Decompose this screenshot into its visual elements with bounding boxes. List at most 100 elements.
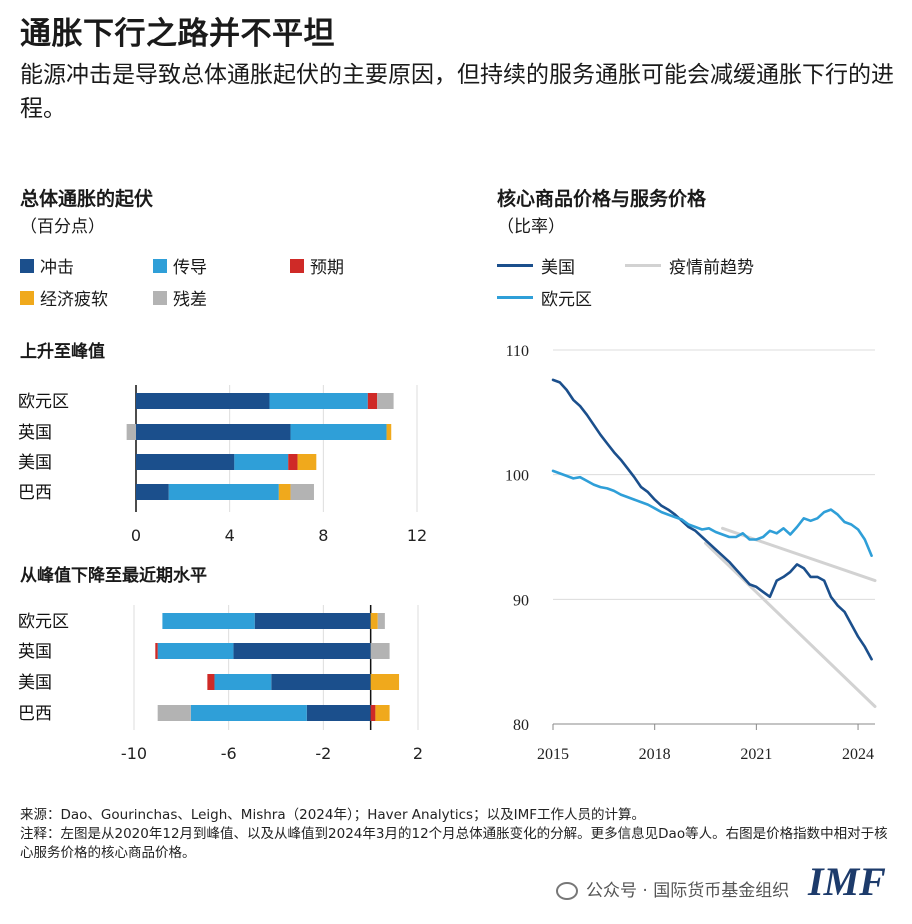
legend-label-passthrough: 传导: [173, 258, 207, 278]
imf-logo: IMF: [808, 859, 886, 904]
legend-item-shock: 冲击: [20, 253, 74, 278]
legend-label-residual: 残差: [173, 290, 207, 310]
legend-line-us: [497, 264, 533, 267]
bar-segment-passthrough: [162, 613, 255, 629]
legend-swatch-expectations: [290, 258, 304, 273]
x-tick-label: 0: [131, 526, 141, 545]
category-label: 英国: [18, 642, 52, 662]
bar-segment-expectations: [288, 454, 298, 470]
legend-label-us: 美国: [541, 258, 575, 278]
x-tick-label: 12: [407, 526, 427, 545]
legend-item-euro: 欧元区: [497, 285, 592, 310]
legend-label-euro: 欧元区: [541, 290, 592, 310]
legend-line-euro: [497, 296, 533, 299]
category-label: 欧元区: [18, 392, 69, 412]
bar-segment-residual: [377, 613, 385, 629]
watermark-text: 公众号 · 国际货币基金组织: [586, 881, 790, 901]
legend-label-slack: 经济疲软: [40, 290, 108, 310]
y-tick-label: 80: [513, 717, 529, 734]
y-tick-label: 100: [505, 468, 529, 485]
bar-segment-slack: [370, 613, 378, 629]
wechat-icon: [556, 882, 578, 900]
bar-segment-shock: [254, 613, 371, 629]
x-tick-label: 2018: [639, 746, 671, 763]
bar-segment-residual: [370, 643, 390, 659]
legend-swatch-shock: [20, 258, 34, 273]
legend-item-slack: 经济疲软: [20, 285, 108, 310]
footer-source: 来源：Dao、Gourinchas、Leigh、Mishra（2024年）；Ha…: [20, 807, 645, 823]
bar-segment-shock: [136, 484, 169, 500]
category-label: 巴西: [18, 704, 52, 724]
x-tick-label: 2: [413, 744, 423, 763]
legend-label-shock: 冲击: [40, 258, 74, 278]
bar-segment-passthrough: [168, 484, 279, 500]
watermark: 公众号 · 国际货币基金组织: [556, 876, 789, 901]
legend-item-trend: 疫情前趋势: [625, 253, 754, 278]
page-subtitle: 能源冲击是导致总体通胀起伏的主要原因，但持续的服务通胀可能会减缓通胀下行的进程。: [20, 62, 894, 122]
category-label: 巴西: [18, 483, 52, 503]
y-tick-label: 90: [513, 592, 529, 609]
category-label: 英国: [18, 423, 52, 443]
category-label: 美国: [18, 673, 52, 693]
bar-segment-expectations: [155, 643, 158, 659]
euro-area-line: [551, 469, 873, 557]
bar-segment-passthrough: [157, 643, 234, 659]
top-chart-title: 上升至峰值: [20, 342, 105, 362]
y-tick-label: 110: [506, 343, 529, 360]
legend-swatch-residual: [153, 290, 167, 305]
left-panel-title: 总体通胀的起伏: [20, 188, 154, 210]
bar-segment-expectations: [370, 705, 376, 721]
x-tick-label: 2015: [537, 746, 569, 763]
legend-item-expectations: 预期: [290, 253, 344, 278]
x-tick-label: -10: [121, 744, 147, 763]
bar-segment-residual: [290, 484, 314, 500]
bar-segment-shock: [306, 705, 371, 721]
x-tick-label: -2: [315, 744, 331, 763]
bar-segment-shock: [136, 454, 235, 470]
bar-segment-slack: [386, 424, 392, 440]
bar-segment-shock: [136, 424, 291, 440]
bar-segment-slack: [370, 674, 400, 690]
x-tick-label: 2021: [740, 746, 772, 763]
x-tick-label: 2024: [842, 746, 874, 763]
footer: 来源：Dao、Gourinchas、Leigh、Mishra（2024年）；Ha…: [20, 806, 900, 863]
bar-segment-slack: [375, 705, 390, 721]
legend-swatch-slack: [20, 290, 34, 305]
legend-line-trend: [625, 264, 661, 267]
bar-segment-passthrough: [234, 454, 289, 470]
bar-segment-expectations: [207, 674, 215, 690]
bar-segment-shock: [233, 643, 371, 659]
us-line: [551, 378, 873, 661]
x-tick-label: 4: [225, 526, 235, 545]
bar-segment-residual: [157, 705, 191, 721]
right-panel-unit: （比率）: [497, 217, 565, 237]
page-title: 通胀下行之路并不平坦: [20, 16, 335, 52]
x-tick-label: 8: [318, 526, 328, 545]
category-label: 欧元区: [18, 612, 69, 632]
bar-segment-residual: [126, 424, 136, 440]
legend-item-passthrough: 传导: [153, 253, 207, 278]
x-tick-label: -6: [221, 744, 237, 763]
legend-label-trend: 疫情前趋势: [669, 258, 754, 278]
footer-notes: 注释：左图是从2020年12月到峰值、以及从峰值到2024年3月的12个月总体通…: [20, 826, 888, 861]
bar-segment-shock: [271, 674, 371, 690]
bar-segment-slack: [278, 484, 291, 500]
bar-segment-passthrough: [290, 424, 387, 440]
bar-segment-passthrough: [190, 705, 307, 721]
bar-segment-expectations: [367, 393, 378, 409]
legend-label-expectations: 预期: [310, 258, 344, 278]
bottom-chart-title: 从峰值下降至最近期水平: [20, 566, 207, 586]
bar-segment-residual: [377, 393, 394, 409]
left-panel-unit: （百分点）: [20, 217, 105, 237]
bar-segment-slack: [297, 454, 317, 470]
category-label: 美国: [18, 453, 52, 473]
right-panel-title: 核心商品价格与服务价格: [497, 188, 707, 210]
legend-swatch-passthrough: [153, 258, 167, 273]
legend-item-us: 美国: [497, 253, 575, 278]
bar-segment-passthrough: [214, 674, 272, 690]
bar-segment-passthrough: [269, 393, 368, 409]
trend-line: [704, 541, 877, 708]
legend-item-residual: 残差: [153, 285, 207, 310]
bar-segment-shock: [136, 393, 270, 409]
